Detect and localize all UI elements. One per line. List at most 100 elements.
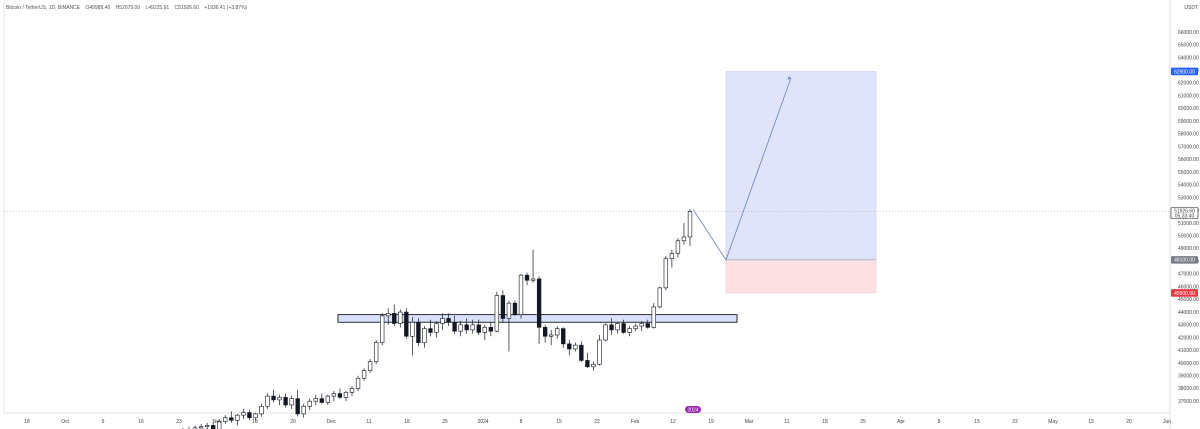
- candle-body: [361, 370, 367, 379]
- candle-body: [651, 306, 656, 328]
- candle-body: [319, 398, 324, 403]
- grid: [3, 0, 1171, 429]
- candle-body: [416, 321, 421, 343]
- close-value: C51926.60: [174, 5, 199, 11]
- low-value: L49225.91: [145, 5, 170, 11]
- projection-path[interactable]: [692, 77, 792, 261]
- candle-body: [639, 323, 644, 327]
- price-axis[interactable]: 37000.00 38000.00 39000.00 40000.00 41000.00…: [1178, 5, 1199, 405]
- candle-body: [325, 395, 331, 403]
- candle-body: [265, 395, 270, 407]
- price-tick-label: 45000.00: [1178, 297, 1199, 303]
- drawings[interactable]: [4, 71, 1170, 323]
- countdown-label: 05:33:40: [1175, 213, 1195, 219]
- price-tick-label: 64000.00: [1178, 55, 1199, 61]
- projection-arrow-head: [787, 76, 791, 81]
- candle-body: [217, 421, 222, 429]
- candle-body: [452, 321, 457, 332]
- time-tick-label: 15: [974, 419, 980, 425]
- candle-body: [277, 397, 282, 401]
- stop-price-label: 45500.00: [1174, 291, 1195, 297]
- currency-label: USDT: [1184, 5, 1198, 11]
- candles: [182, 208, 693, 429]
- candle-body: [307, 400, 312, 407]
- candle-body: [247, 412, 252, 419]
- price-tick-label: 47000.00: [1178, 272, 1199, 278]
- candle-body: [301, 405, 306, 415]
- candle-body: [549, 334, 554, 337]
- change-value: +1936.41 (+3.87%): [204, 5, 248, 11]
- price-tick-label: 54000.00: [1178, 183, 1199, 189]
- price-tick-label: 39000.00: [1178, 374, 1199, 380]
- candle-body: [482, 327, 487, 333]
- time-tick-label: Feb: [631, 419, 640, 425]
- candle-body: [669, 253, 675, 259]
- time-tick-label: 11: [366, 419, 371, 425]
- candle-body: [235, 414, 240, 421]
- time-tick-label: Oct: [61, 419, 69, 425]
- time-tick-label: 20: [1126, 419, 1132, 425]
- candle-body: [464, 324, 469, 331]
- time-tick-label: 8: [938, 419, 941, 425]
- time-tick-label: 25: [442, 419, 448, 425]
- price-tick-label: 56000.00: [1178, 157, 1199, 163]
- candle-body: [470, 324, 475, 331]
- time-tick-label: 18: [24, 419, 30, 425]
- candle-body: [404, 311, 409, 337]
- candle-body: [422, 328, 427, 343]
- open-value: O49989.40: [85, 5, 111, 11]
- high-value: H52079.00: [115, 5, 141, 11]
- candle-body: [615, 323, 620, 331]
- time-tick-label: 16: [138, 419, 144, 425]
- candle-body: [253, 413, 258, 419]
- profit-zone[interactable]: [725, 71, 877, 261]
- candle-body: [198, 426, 204, 429]
- current-price-tag: [1170, 207, 1199, 219]
- time-tick-label: 23: [176, 419, 182, 425]
- time-tick-label: 22: [594, 419, 600, 425]
- time-axis[interactable]: 18 Oct 9 16 23 Nov 13 20 Dec 11 18 25 2024 8 15 22 Feb 12…: [24, 406, 1171, 425]
- time-tick-label: Apr: [897, 419, 905, 425]
- candle-body: [410, 321, 415, 337]
- date-tag[interactable]: [685, 406, 701, 413]
- candle-body: [349, 388, 355, 393]
- price-tick-label: 57000.00: [1178, 144, 1199, 150]
- candle-body: [204, 425, 210, 427]
- entry-price-label: 48100.00: [1174, 258, 1195, 264]
- date-tag-label: 2024: [687, 408, 698, 414]
- candle-body: [337, 393, 343, 398]
- candle-body: [458, 324, 463, 332]
- price-tick-label: 61000.00: [1178, 93, 1199, 99]
- candle-body: [506, 302, 512, 319]
- current-price-label: 51926.60: [1174, 208, 1195, 214]
- candle-body: [500, 295, 506, 319]
- time-tick-label: 13: [252, 419, 258, 425]
- candle-body: [241, 412, 246, 416]
- stop-loss-zone[interactable]: [725, 259, 877, 294]
- candle-body: [398, 311, 403, 324]
- target-price-label: 62900.00: [1174, 69, 1195, 75]
- candle-body: [211, 425, 216, 429]
- price-tick-label: 46000.00: [1178, 284, 1199, 290]
- candle-body: [192, 427, 198, 429]
- candle-body: [530, 278, 536, 281]
- candle-body: [331, 393, 337, 397]
- price-tick-label: 62000.00: [1178, 81, 1199, 87]
- candle-body: [494, 295, 500, 332]
- price-tick-label: 38000.00: [1178, 386, 1199, 392]
- price-tick-label: 58000.00: [1178, 132, 1199, 138]
- time-tick-label: Mar: [745, 419, 754, 425]
- candle-body: [386, 313, 391, 317]
- candle-body: [229, 417, 234, 421]
- symbol-name[interactable]: Bitcoin / TetherUS, 1D, BINANCE: [6, 5, 81, 11]
- candle-body: [681, 236, 687, 242]
- projection-lines[interactable]: [692, 76, 792, 261]
- price-tick-label: 60000.00: [1178, 106, 1199, 112]
- time-tick-label: May: [1048, 419, 1058, 425]
- price-tick-label: 44000.00: [1178, 310, 1199, 316]
- candle-body: [283, 397, 288, 406]
- candle-body: [367, 361, 373, 371]
- candle-body: [223, 417, 228, 422]
